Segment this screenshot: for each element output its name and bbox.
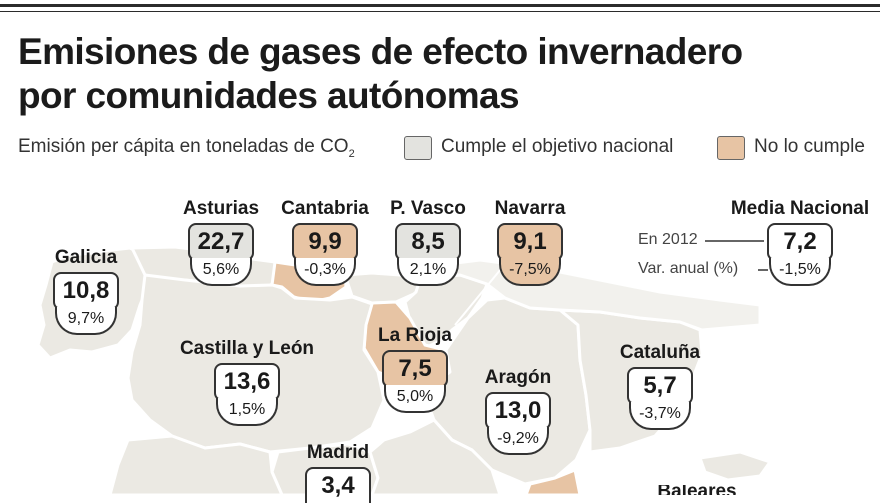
region-navarra: Navarra 9,1 -7,5%	[485, 198, 575, 286]
value-badge: 9,9	[292, 223, 358, 261]
legend-measure-text: Emisión per cápita en toneladas de CO	[18, 136, 349, 157]
legend-no-swatch	[717, 136, 745, 160]
legend-no-label: No lo cumple	[754, 136, 865, 157]
map-valencia	[524, 468, 582, 495]
media-var-label: Var. anual (%)	[638, 260, 739, 277]
legend-ok-label: Cumple el objetivo nacional	[441, 136, 674, 157]
page-title: Emisiones de gases de efecto invernadero…	[18, 30, 878, 118]
change-badge: 5,0%	[384, 385, 446, 413]
region-name: Asturias	[182, 198, 260, 219]
region-castilla: Castilla y León 13,6 1,5%	[176, 338, 318, 426]
region-name: Madrid	[306, 442, 370, 463]
media-value-badge: 7,2	[767, 223, 833, 261]
region-cantabria: Cantabria 9,9 -0,3%	[276, 198, 374, 286]
region-name: Aragón	[484, 367, 552, 388]
region-cataluna: Cataluña 5,7 -3,7%	[610, 342, 710, 430]
region-asturias: Asturias 22,7 5,6%	[176, 198, 266, 286]
map-baleares	[698, 450, 772, 482]
value-badge: 3,4	[305, 467, 371, 503]
region-larioja: La Rioja 7,5 5,0%	[370, 325, 460, 413]
media-nacional: Media Nacional 7,2 -1,5%	[722, 198, 878, 286]
legend-ok-swatch	[404, 136, 432, 160]
title-line-2: por comunidades autónomas	[18, 75, 520, 116]
change-badge: -9,2%	[487, 427, 549, 455]
region-name: Cataluña	[619, 342, 701, 363]
value-badge: 22,7	[188, 223, 254, 261]
region-name: Baleares	[642, 485, 752, 495]
change-badge: -7,5%	[499, 258, 561, 286]
change-badge: -3,7%	[629, 402, 691, 430]
top-rule	[0, 4, 880, 7]
change-badge: 1,5%	[216, 398, 278, 426]
value-badge: 8,5	[395, 223, 461, 261]
region-name: Cantabria	[281, 198, 369, 219]
change-badge: 5,6%	[190, 258, 252, 286]
map-castilla-la-mancha	[368, 418, 502, 495]
region-aragon: Aragón 13,0 -9,2%	[476, 367, 560, 455]
change-badge: 2,1%	[397, 258, 459, 286]
region-baleares: Baleares	[642, 485, 752, 495]
value-badge: 9,1	[497, 223, 563, 261]
map-extremadura	[108, 434, 284, 495]
value-badge: 10,8	[53, 272, 119, 310]
media-change-badge: -1,5%	[769, 258, 831, 286]
title-line-1: Emisiones de gases de efecto invernadero	[18, 31, 743, 72]
region-name: Castilla y León	[179, 338, 315, 359]
value-badge: 5,7	[627, 367, 693, 405]
change-badge: 9,7%	[55, 307, 117, 335]
region-pvasco: P. Vasco 8,5 2,1%	[384, 198, 472, 286]
region-madrid: Madrid 3,4	[295, 442, 381, 503]
top-rule-thin	[0, 11, 880, 12]
change-badge: -0,3%	[294, 258, 356, 286]
region-name: Navarra	[494, 198, 566, 219]
legend-measure: Emisión per cápita en toneladas de CO2	[18, 136, 355, 160]
media-name: Media Nacional	[730, 198, 870, 219]
value-badge: 7,5	[382, 350, 448, 388]
value-badge: 13,0	[485, 392, 551, 430]
region-name: P. Vasco	[390, 198, 466, 219]
value-badge: 13,6	[214, 363, 280, 401]
legend-measure-subscript: 2	[348, 147, 355, 160]
region-name: Galicia	[54, 247, 118, 268]
region-galicia: Galicia 10,8 9,7%	[46, 247, 126, 335]
region-name: La Rioja	[378, 325, 452, 346]
media-year-label: En 2012	[638, 231, 698, 248]
